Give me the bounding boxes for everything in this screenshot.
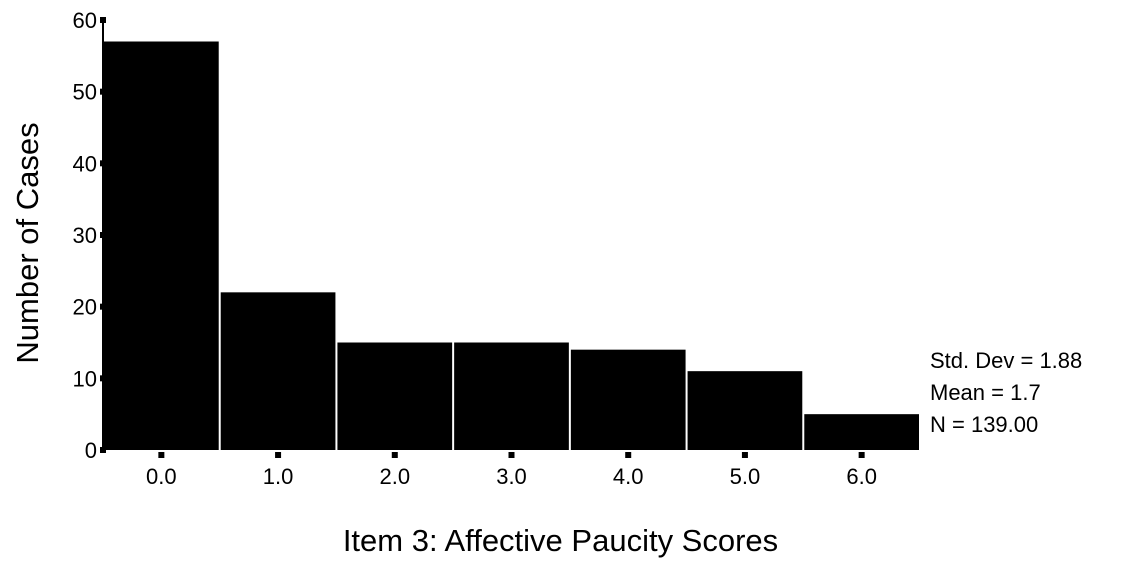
y-tick-mark [100, 17, 106, 23]
x-tick-mark [508, 452, 515, 458]
bar-0.0 [104, 41, 219, 450]
x-tick-label: 0.0 [146, 464, 177, 489]
x-tick-mark [275, 452, 282, 458]
ticks-group: 0 10 20 30 40 50 60 0.0 1.0 2.0 3.0 4.0 5.0 6.0 [73, 8, 877, 489]
y-tick-mark [100, 303, 106, 310]
x-tick-label: 2.0 [379, 464, 410, 489]
x-tick-mark [858, 452, 865, 458]
bar-6.0 [804, 414, 919, 450]
bar-2.0 [337, 342, 453, 450]
x-tick-mark [741, 452, 748, 458]
y-tick-label: 0 [85, 438, 97, 463]
bar-5.0 [687, 371, 803, 450]
x-axis-label: Item 3: Affective Paucity Scores [342, 523, 779, 558]
y-tick-mark [100, 232, 106, 238]
y-tick-label: 30 [73, 223, 97, 248]
y-tick-label: 20 [73, 295, 97, 320]
bar-4.0 [570, 349, 686, 450]
summary-stats: Std. Dev = 1.88 Mean = 1.7 N = 139.00 [930, 345, 1082, 441]
x-tick-label: 4.0 [613, 464, 644, 489]
x-tick-label: 3.0 [496, 464, 527, 489]
bar-1.0 [220, 292, 336, 450]
y-axis-label: Number of Cases [10, 122, 45, 364]
bars-group [104, 41, 919, 450]
mean-stat: Mean = 1.7 [930, 380, 1041, 405]
y-tick-label: 40 [73, 151, 97, 176]
y-tick-mark [100, 447, 106, 453]
x-tick-label: 1.0 [263, 464, 294, 489]
std-dev-stat: Std. Dev = 1.88 [930, 348, 1083, 373]
n-stat: N = 139.00 [930, 412, 1039, 437]
x-tick-label: 5.0 [730, 464, 761, 489]
bar-3.0 [454, 342, 569, 450]
y-tick-mark [100, 375, 106, 382]
x-tick-mark [158, 452, 165, 458]
x-tick-mark [625, 452, 632, 458]
x-tick-mark [391, 452, 398, 458]
x-tick-label: 6.0 [846, 464, 877, 489]
y-tick-label: 50 [73, 80, 97, 105]
y-tick-label: 10 [73, 366, 97, 391]
y-tick-mark [100, 160, 106, 167]
y-tick-mark [100, 88, 106, 95]
y-tick-label: 60 [73, 8, 97, 33]
